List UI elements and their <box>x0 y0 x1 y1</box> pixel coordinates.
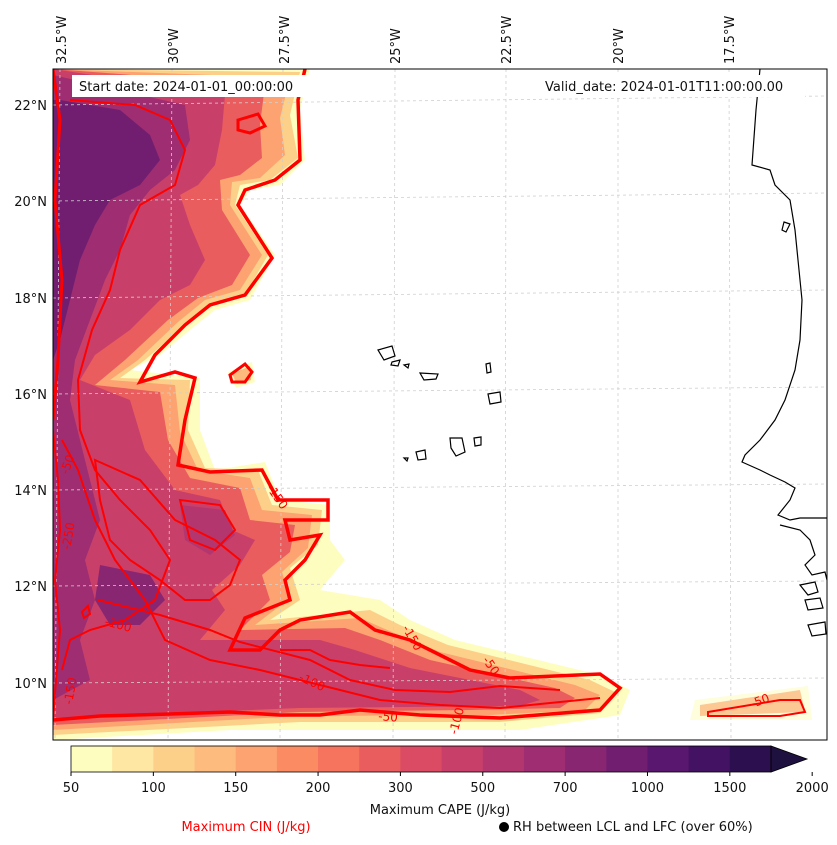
colorbar-swatch <box>441 746 484 772</box>
colorbar-tick-label: 200 <box>306 781 331 796</box>
cape-field <box>53 69 812 740</box>
colorbar-tick-label: 1000 <box>631 781 664 796</box>
lat-label: 22°N <box>14 99 47 114</box>
lat-label: 12°N <box>14 580 47 595</box>
colorbar-frame <box>70 745 772 773</box>
cin-legend-label: Maximum CIN (J/kg) <box>181 820 310 835</box>
map-frame <box>52 68 828 741</box>
colorbar-tick-label: 500 <box>470 781 495 796</box>
lon-label: 30°W <box>167 28 182 64</box>
colorbar-swatch <box>235 746 278 772</box>
coastlines <box>377 68 828 637</box>
colorbar-swatch <box>276 746 319 772</box>
colorbar-tick-label: 300 <box>388 781 413 796</box>
contour-label: -250 <box>59 521 78 550</box>
colorbar-title: Maximum CAPE (J/kg) <box>370 803 510 818</box>
contour-label: -50 <box>748 691 771 711</box>
contour-label: -100 <box>446 706 467 736</box>
colorbar-swatch <box>359 746 401 772</box>
lon-label: 32.5°W <box>55 16 70 64</box>
lon-label: 22.5°W <box>500 16 515 64</box>
colorbar-swatch <box>318 746 360 772</box>
colorbar-swatch <box>71 746 113 772</box>
lat-label: 14°N <box>14 484 47 499</box>
colorbar-swatch <box>565 746 607 772</box>
lat-label: 16°N <box>14 388 47 403</box>
colorbar-tick-label: 100 <box>141 781 166 796</box>
contour-label: -150 <box>61 676 80 705</box>
cape-colorbar: 50 100 150 200 300 500 700 1000 1500 2000 <box>63 745 829 796</box>
cin-contours <box>53 69 807 722</box>
lon-label: 20°W <box>612 28 627 64</box>
start-date-label: Start date: 2024-01-01_00:00:00 <box>79 80 293 95</box>
lon-label: 25°W <box>389 28 404 64</box>
colorbar-tick-label: 700 <box>553 781 578 796</box>
lat-label: 10°N <box>14 677 47 692</box>
contour-label: -50 <box>58 453 78 476</box>
valid-date-box <box>540 75 805 97</box>
lon-label: 17.5°W <box>723 16 738 64</box>
colorbar-extend-arrow <box>770 745 809 773</box>
colorbar-swatch <box>482 746 525 772</box>
colorbar-swatch <box>194 746 237 772</box>
colorbar-tick-label: 50 <box>63 781 80 796</box>
colorbar-swatch <box>606 746 648 772</box>
lat-label: 20°N <box>14 195 47 210</box>
colorbar-swatch <box>153 746 196 772</box>
lat-label: 18°N <box>14 292 47 307</box>
valid-date-label: Valid_date: 2024-01-01T11:00:00.00 <box>545 80 783 95</box>
colorbar-swatch <box>688 746 731 772</box>
colorbar-tick-label: 1500 <box>713 781 746 796</box>
colorbar-swatch <box>729 746 772 772</box>
colorbar-swatch <box>112 746 154 772</box>
colorbar-tick-label: 150 <box>223 781 248 796</box>
longitude-labels: 32.5°W 30°W 27.5°W 25°W 22.5°W 20°W 17.5… <box>55 16 738 64</box>
colorbar-swatch <box>523 746 566 772</box>
contour-label: -50 <box>378 709 399 725</box>
rh-legend-label: RH between LCL and LFC (over 60%) <box>513 820 753 835</box>
latitude-labels: 22°N 20°N 18°N 16°N 14°N 12°N 10°N <box>14 99 47 692</box>
lon-label: 27.5°W <box>278 16 293 64</box>
colorbar-tick-label: 2000 <box>796 781 829 796</box>
contour-label: -100 <box>103 614 133 635</box>
colorbar-swatch <box>400 746 443 772</box>
start-date-box <box>72 75 317 97</box>
rh-dot-icon <box>499 822 509 832</box>
colorbar-swatch <box>647 746 690 772</box>
